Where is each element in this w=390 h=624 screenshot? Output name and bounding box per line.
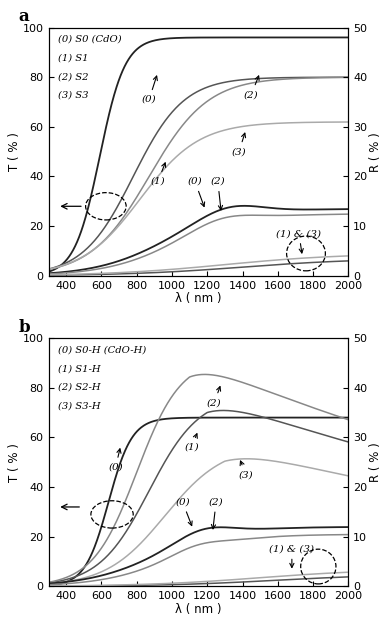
Text: (1) S1: (1) S1 <box>58 54 88 62</box>
X-axis label: λ ( nm ): λ ( nm ) <box>175 292 222 305</box>
Text: (3): (3) <box>239 461 254 479</box>
Text: (1) S1-H: (1) S1-H <box>58 364 100 373</box>
Text: (0) S0 (CdO): (0) S0 (CdO) <box>58 35 121 44</box>
Y-axis label: T ( % ): T ( % ) <box>8 132 21 171</box>
Text: (1): (1) <box>151 163 166 186</box>
Text: (0): (0) <box>175 497 192 525</box>
Text: (2) S2: (2) S2 <box>58 72 88 81</box>
Text: (1): (1) <box>184 434 199 452</box>
Text: (3) S3-H: (3) S3-H <box>58 401 100 411</box>
Y-axis label: R ( % ): R ( % ) <box>369 442 382 482</box>
Text: (3) S3: (3) S3 <box>58 91 88 100</box>
Y-axis label: T ( % ): T ( % ) <box>8 443 21 482</box>
Text: (2) S2-H: (2) S2-H <box>58 383 100 392</box>
Text: (0): (0) <box>188 177 205 207</box>
Text: a: a <box>19 8 29 25</box>
Text: (0): (0) <box>142 76 157 104</box>
Text: (2): (2) <box>207 387 222 407</box>
Text: (0) S0-H (CdO-H): (0) S0-H (CdO-H) <box>58 346 146 354</box>
Y-axis label: R ( % ): R ( % ) <box>369 132 382 172</box>
Text: (0): (0) <box>108 449 123 472</box>
X-axis label: λ ( nm ): λ ( nm ) <box>175 603 222 616</box>
Text: b: b <box>19 319 30 336</box>
Text: (3): (3) <box>232 133 246 156</box>
Text: (1) & (3): (1) & (3) <box>277 229 321 253</box>
Text: (1) & (3): (1) & (3) <box>269 545 314 567</box>
Text: (2): (2) <box>244 76 259 99</box>
Text: (2): (2) <box>211 177 225 210</box>
Text: (2): (2) <box>209 497 223 529</box>
